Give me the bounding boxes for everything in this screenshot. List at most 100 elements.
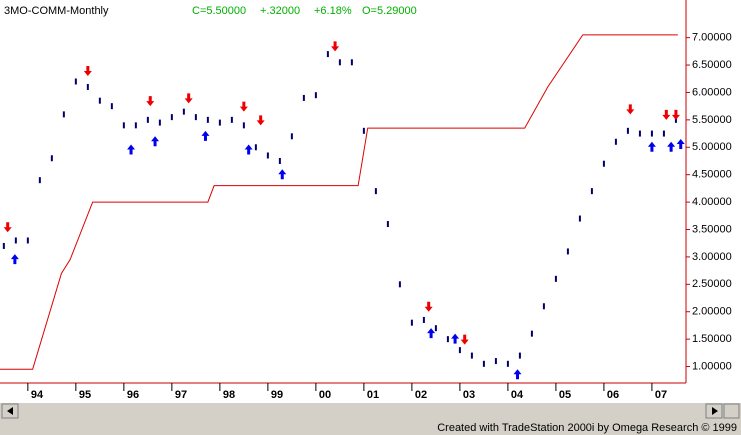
y-tick-label: 5.00000 xyxy=(692,141,732,153)
scroll-left-icon xyxy=(7,407,13,415)
price-bar xyxy=(494,358,497,365)
price-bar xyxy=(602,160,605,167)
x-tick-label: 96 xyxy=(127,389,139,401)
price-bar xyxy=(362,127,365,134)
sell-arrow xyxy=(239,101,248,112)
x-tick-label: 98 xyxy=(223,389,235,401)
x-tick-label: 04 xyxy=(511,389,524,401)
price-bar xyxy=(506,360,509,367)
price-bar xyxy=(266,152,269,159)
x-tick-label: 99 xyxy=(271,389,283,401)
x-tick-label: 06 xyxy=(607,389,619,401)
price-bar xyxy=(434,325,437,332)
y-tick-label: 2.50000 xyxy=(692,278,732,290)
price-bar xyxy=(350,59,353,66)
sell-arrow xyxy=(626,104,635,115)
x-tick-label: 94 xyxy=(31,389,44,401)
x-tick-label: 05 xyxy=(559,389,571,401)
y-tick-label: 6.00000 xyxy=(692,86,732,98)
sell-arrow xyxy=(424,301,433,312)
price-bar xyxy=(254,144,257,151)
status-bar xyxy=(0,419,741,435)
buy-arrow xyxy=(278,169,287,180)
price-bar xyxy=(290,133,293,140)
price-bar xyxy=(62,111,65,118)
price-bar xyxy=(38,177,41,184)
price-bar xyxy=(158,119,161,126)
buy-arrow xyxy=(647,141,656,152)
price-bar xyxy=(326,51,329,58)
price-bar xyxy=(194,114,197,121)
x-tick-label: 95 xyxy=(79,389,91,401)
price-bar xyxy=(650,130,653,137)
x-tick-label: 00 xyxy=(319,389,331,401)
buy-arrow xyxy=(127,144,136,155)
scroll-thumb[interactable] xyxy=(723,403,740,419)
price-bar xyxy=(554,275,557,282)
price-bar xyxy=(2,242,5,249)
quote-percent: +6.18% xyxy=(314,5,352,17)
buy-arrow xyxy=(244,144,253,155)
price-bar xyxy=(518,352,521,359)
sell-arrow xyxy=(184,93,193,104)
quote-open: O=5.29000 xyxy=(362,5,417,17)
sell-arrow xyxy=(146,96,155,107)
price-bar xyxy=(386,221,389,228)
price-bar xyxy=(614,138,617,145)
price-bar xyxy=(242,122,245,129)
price-bar xyxy=(638,130,641,137)
x-tick-label: 07 xyxy=(655,389,667,401)
y-tick-label: 1.50000 xyxy=(692,333,732,345)
price-bar xyxy=(134,122,137,129)
price-bar xyxy=(530,330,533,337)
price-bar xyxy=(230,116,233,123)
price-bar xyxy=(458,347,461,354)
price-bar xyxy=(278,157,281,164)
price-bar xyxy=(146,116,149,123)
price-bar xyxy=(542,303,545,310)
y-tick-label: 4.00000 xyxy=(692,196,732,208)
price-bar xyxy=(170,114,173,121)
sell-arrow xyxy=(460,334,469,345)
buy-arrow xyxy=(427,328,436,339)
price-bar xyxy=(110,103,113,110)
buy-arrow xyxy=(151,136,160,147)
x-tick-label: 01 xyxy=(367,389,379,401)
scroll-right-icon xyxy=(712,407,718,415)
price-bar xyxy=(590,188,593,195)
x-tick-label: 03 xyxy=(463,389,475,401)
price-bar xyxy=(374,188,377,195)
price-bar xyxy=(482,360,485,367)
price-bar xyxy=(50,155,53,162)
chart-title: 3MO-COMM-Monthly xyxy=(4,5,109,17)
price-bar xyxy=(662,130,665,137)
price-bar xyxy=(578,215,581,222)
price-bar xyxy=(98,97,101,104)
y-tick-label: 3.50000 xyxy=(692,223,732,235)
buy-arrow xyxy=(201,130,210,141)
price-bar xyxy=(566,248,569,255)
price-bar xyxy=(14,237,17,244)
sell-arrow xyxy=(331,41,340,52)
y-tick-label: 7.00000 xyxy=(692,32,732,44)
buy-arrow xyxy=(513,369,522,380)
y-tick-label: 3.00000 xyxy=(692,251,732,263)
scrollbar[interactable] xyxy=(0,403,741,419)
price-bar xyxy=(470,352,473,359)
price-bar xyxy=(302,94,305,101)
buy-arrow xyxy=(10,254,19,265)
price-bar xyxy=(626,127,629,134)
price-bar xyxy=(410,319,413,326)
sell-arrow xyxy=(671,109,680,120)
sell-arrow xyxy=(3,222,12,233)
sell-arrow xyxy=(662,109,671,120)
y-tick-label: 4.50000 xyxy=(692,169,732,181)
price-bar xyxy=(218,119,221,126)
credit: Created with TradeStation 2000i by Omega… xyxy=(437,422,737,434)
price-bar xyxy=(86,83,89,90)
price-bar xyxy=(122,122,125,129)
sell-arrow xyxy=(83,66,92,77)
price-bar xyxy=(74,78,77,85)
